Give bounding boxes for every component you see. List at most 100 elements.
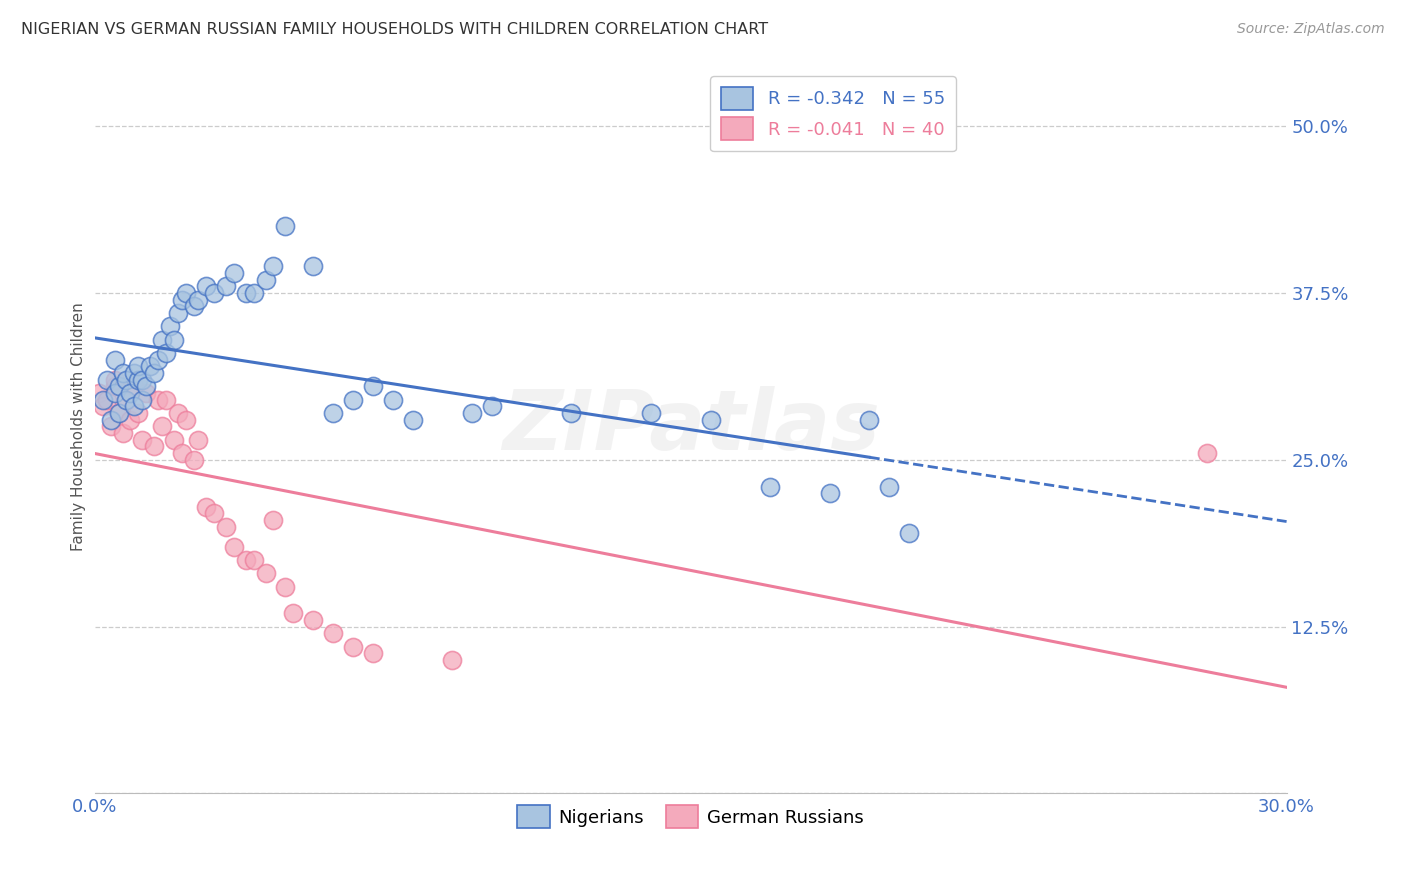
- Point: [461, 406, 484, 420]
- Text: Source: ZipAtlas.com: Source: ZipAtlas.com: [1237, 22, 1385, 37]
- Point: [100, 413, 122, 427]
- Point: [759, 479, 782, 493]
- Point: [898, 526, 921, 541]
- Point: [87, 386, 110, 401]
- Point: [274, 219, 297, 234]
- Point: [127, 406, 149, 420]
- Point: [91, 400, 114, 414]
- Point: [115, 373, 138, 387]
- Point: [818, 486, 841, 500]
- Point: [120, 386, 142, 401]
- Point: [155, 346, 177, 360]
- Point: [342, 640, 364, 654]
- Point: [163, 333, 186, 347]
- Point: [274, 580, 297, 594]
- Point: [100, 419, 122, 434]
- Point: [103, 379, 125, 393]
- Point: [135, 386, 157, 401]
- Point: [111, 366, 134, 380]
- Point: [481, 400, 503, 414]
- Point: [194, 279, 217, 293]
- Point: [96, 373, 118, 387]
- Point: [263, 513, 285, 527]
- Point: [115, 392, 138, 407]
- Point: [148, 392, 170, 407]
- Point: [131, 392, 153, 407]
- Point: [202, 286, 225, 301]
- Point: [381, 392, 404, 407]
- Point: [120, 413, 142, 427]
- Point: [150, 333, 173, 347]
- Point: [172, 293, 194, 307]
- Point: [322, 626, 344, 640]
- Point: [183, 453, 205, 467]
- Point: [640, 406, 662, 420]
- Point: [107, 406, 129, 420]
- Point: [361, 379, 384, 393]
- Point: [135, 379, 157, 393]
- Point: [202, 506, 225, 520]
- Point: [322, 406, 344, 420]
- Point: [302, 260, 325, 274]
- Point: [194, 500, 217, 514]
- Point: [148, 352, 170, 367]
- Point: [342, 392, 364, 407]
- Point: [159, 319, 181, 334]
- Point: [127, 373, 149, 387]
- Point: [215, 519, 238, 533]
- Point: [131, 373, 153, 387]
- Point: [222, 540, 245, 554]
- Text: ZIPatlas: ZIPatlas: [502, 386, 880, 467]
- Point: [302, 613, 325, 627]
- Y-axis label: Family Households with Children: Family Households with Children: [72, 302, 86, 551]
- Point: [103, 373, 125, 387]
- Point: [222, 266, 245, 280]
- Point: [163, 433, 186, 447]
- Point: [441, 653, 464, 667]
- Text: NIGERIAN VS GERMAN RUSSIAN FAMILY HOUSEHOLDS WITH CHILDREN CORRELATION CHART: NIGERIAN VS GERMAN RUSSIAN FAMILY HOUSEH…: [21, 22, 768, 37]
- Point: [361, 646, 384, 660]
- Point: [143, 366, 166, 380]
- Point: [174, 413, 197, 427]
- Point: [103, 352, 125, 367]
- Point: [174, 286, 197, 301]
- Point: [183, 300, 205, 314]
- Point: [283, 606, 305, 620]
- Point: [111, 426, 134, 441]
- Point: [858, 413, 880, 427]
- Point: [124, 366, 146, 380]
- Legend: Nigerians, German Russians: Nigerians, German Russians: [510, 798, 872, 836]
- Point: [127, 359, 149, 374]
- Point: [167, 306, 190, 320]
- Point: [131, 433, 153, 447]
- Point: [139, 359, 162, 374]
- Point: [167, 406, 190, 420]
- Point: [235, 286, 257, 301]
- Point: [699, 413, 721, 427]
- Point: [263, 260, 285, 274]
- Point: [215, 279, 238, 293]
- Point: [150, 419, 173, 434]
- Point: [124, 400, 146, 414]
- Point: [235, 553, 257, 567]
- Point: [560, 406, 582, 420]
- Point: [254, 273, 277, 287]
- Point: [107, 406, 129, 420]
- Point: [877, 479, 900, 493]
- Point: [1197, 446, 1219, 460]
- Point: [187, 293, 209, 307]
- Point: [143, 440, 166, 454]
- Point: [187, 433, 209, 447]
- Point: [242, 286, 264, 301]
- Point: [107, 379, 129, 393]
- Point: [401, 413, 423, 427]
- Point: [124, 379, 146, 393]
- Point: [155, 392, 177, 407]
- Point: [254, 566, 277, 581]
- Point: [96, 392, 118, 407]
- Point: [91, 392, 114, 407]
- Point: [115, 392, 138, 407]
- Point: [242, 553, 264, 567]
- Point: [103, 386, 125, 401]
- Point: [172, 446, 194, 460]
